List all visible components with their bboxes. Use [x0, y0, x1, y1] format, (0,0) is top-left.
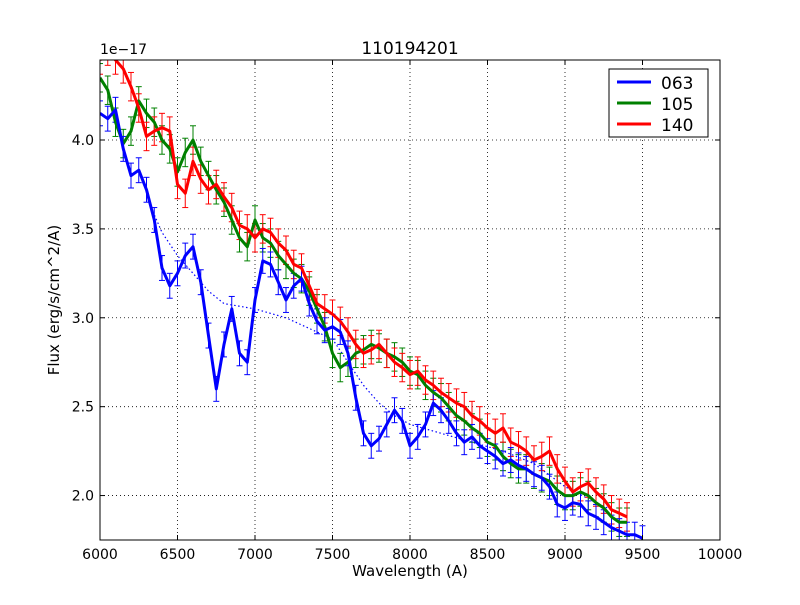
- y-tick-label: 3.5: [72, 222, 94, 238]
- x-tick-label: 7000: [237, 547, 273, 563]
- x-tick-label: 9500: [625, 547, 661, 563]
- series-layer: [100, 60, 646, 540]
- series-line-063: [100, 108, 644, 540]
- x-tick-label: 8000: [392, 547, 428, 563]
- legend-label-063: 063: [661, 74, 693, 94]
- y-tick-label: 4.0: [72, 133, 94, 149]
- y-tick-label: 2.5: [72, 400, 94, 416]
- chart-title: 110194201: [361, 39, 458, 59]
- x-tick-label: 10000: [698, 547, 743, 563]
- x-tick-label: 6000: [82, 547, 118, 563]
- grid-layer: [100, 60, 720, 540]
- legend-label-140: 140: [661, 116, 693, 136]
- legend: 063 105 140: [608, 68, 709, 138]
- x-tick-label: 8500: [470, 547, 506, 563]
- legend-label-105: 105: [661, 95, 693, 115]
- x-tick-label: 9000: [547, 547, 583, 563]
- x-tick-label: 6500: [160, 547, 196, 563]
- y-axis-label: Flux (erg/s/cm^2/A): [45, 225, 63, 376]
- x-tick-label: 7500: [315, 547, 351, 563]
- y-tick-label: 2.0: [72, 489, 94, 505]
- tick-layer: 6000 6500 7000 7500 8000 8500 9000 9500 10000 2.0…: [72, 60, 743, 563]
- y-offset-text: 1e−17: [100, 42, 147, 58]
- x-axis-label: Wavelength (A): [352, 562, 468, 580]
- y-tick-label: 3.0: [72, 311, 94, 327]
- series-line-140: [100, 60, 628, 519]
